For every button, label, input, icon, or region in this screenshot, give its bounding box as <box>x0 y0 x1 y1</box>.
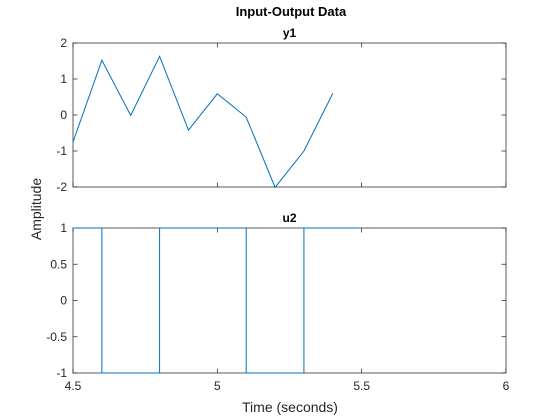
y-axis-label: Amplitude <box>28 178 44 240</box>
y-tick-label: -1 <box>56 144 67 158</box>
y-tick-label: 1 <box>60 72 67 86</box>
y-tick-label: -1 <box>56 366 67 380</box>
figure-title: Input-Output Data <box>236 4 347 19</box>
y-tick-label: 0.5 <box>50 257 67 271</box>
subplot-title: u2 <box>282 211 296 225</box>
x-tick-label: 4.5 <box>65 379 82 393</box>
x-tick-label: 5 <box>214 379 221 393</box>
series-line-u2 <box>73 227 362 374</box>
y-tick-label: 1 <box>60 221 67 235</box>
u2-axes: u2 4.5 5 5.5 6 -1 -0.5 0 0.5 1 <box>46 211 509 393</box>
axes-box <box>72 42 507 188</box>
x-tick-label: 5.5 <box>353 379 370 393</box>
y1-axes: y1 -2 -1 0 1 2 <box>56 26 507 194</box>
y-tick-label: 0 <box>60 108 67 122</box>
y-tick-label: 0 <box>60 294 67 308</box>
y-tick-label: -2 <box>56 180 67 194</box>
x-axis-label: Time (seconds) <box>242 399 338 415</box>
series-line-y1 <box>72 55 334 189</box>
axes-box <box>72 227 507 374</box>
y-tick-label: 2 <box>60 36 67 50</box>
subplot-title: y1 <box>283 26 297 40</box>
y-tick-label: -0.5 <box>46 330 67 344</box>
x-tick-label: 6 <box>503 379 510 393</box>
